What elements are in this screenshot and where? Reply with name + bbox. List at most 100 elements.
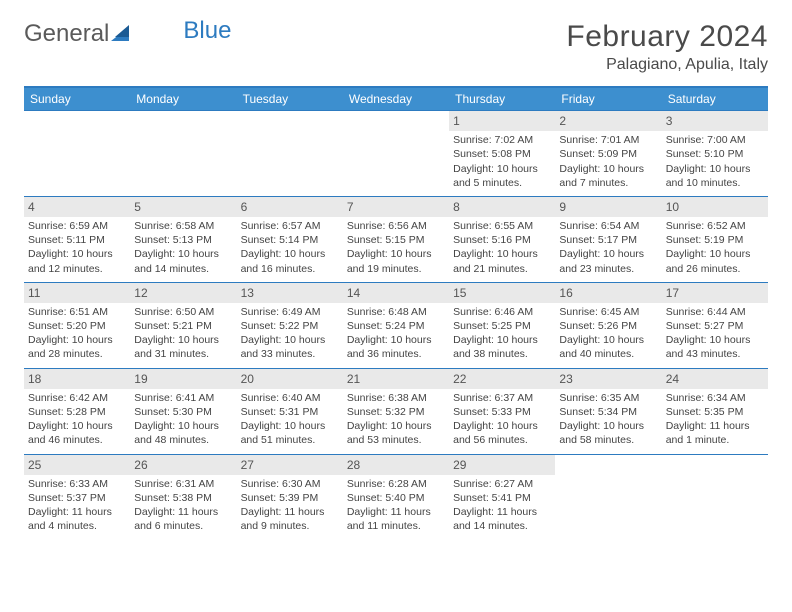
day-cell: 14Sunrise: 6:48 AMSunset: 5:24 PMDayligh… — [343, 283, 449, 368]
weekday-sunday: Sunday — [24, 88, 130, 110]
day-cell — [343, 111, 449, 196]
day-detail-line: Daylight: 10 hours and 43 minutes. — [666, 333, 764, 361]
day-detail-line: Sunset: 5:28 PM — [28, 405, 126, 419]
day-number — [237, 111, 343, 129]
day-number: 10 — [662, 197, 768, 217]
day-details: Sunrise: 6:56 AMSunset: 5:15 PMDaylight:… — [343, 217, 449, 282]
brand-part2: Blue — [183, 17, 231, 45]
day-detail-line: Daylight: 10 hours and 40 minutes. — [559, 333, 657, 361]
day-detail-line: Sunset: 5:34 PM — [559, 405, 657, 419]
day-detail-line: Daylight: 10 hours and 58 minutes. — [559, 419, 657, 447]
day-detail-line: Daylight: 10 hours and 36 minutes. — [347, 333, 445, 361]
day-number: 5 — [130, 197, 236, 217]
day-number: 9 — [555, 197, 661, 217]
day-detail-line: Sunrise: 6:52 AM — [666, 219, 764, 233]
day-detail-line: Daylight: 10 hours and 46 minutes. — [28, 419, 126, 447]
day-number: 15 — [449, 283, 555, 303]
day-detail-line: Sunrise: 6:37 AM — [453, 391, 551, 405]
day-details: Sunrise: 6:41 AMSunset: 5:30 PMDaylight:… — [130, 389, 236, 454]
day-number: 19 — [130, 369, 236, 389]
day-detail-line: Daylight: 10 hours and 10 minutes. — [666, 162, 764, 190]
week-row: 18Sunrise: 6:42 AMSunset: 5:28 PMDayligh… — [24, 368, 768, 454]
day-detail-line: Sunset: 5:09 PM — [559, 147, 657, 161]
day-cell — [662, 455, 768, 540]
day-cell: 21Sunrise: 6:38 AMSunset: 5:32 PMDayligh… — [343, 369, 449, 454]
day-detail-line: Daylight: 10 hours and 51 minutes. — [241, 419, 339, 447]
day-cell: 3Sunrise: 7:00 AMSunset: 5:10 PMDaylight… — [662, 111, 768, 196]
day-number: 16 — [555, 283, 661, 303]
calendar: SundayMondayTuesdayWednesdayThursdayFrid… — [24, 86, 768, 539]
week-row: 4Sunrise: 6:59 AMSunset: 5:11 PMDaylight… — [24, 196, 768, 282]
day-number — [662, 455, 768, 473]
day-details — [237, 129, 343, 137]
day-cell: 10Sunrise: 6:52 AMSunset: 5:19 PMDayligh… — [662, 197, 768, 282]
day-detail-line: Sunrise: 6:50 AM — [134, 305, 232, 319]
day-detail-line: Daylight: 11 hours and 14 minutes. — [453, 505, 551, 533]
day-detail-line: Sunset: 5:10 PM — [666, 147, 764, 161]
day-number: 2 — [555, 111, 661, 131]
day-number: 4 — [24, 197, 130, 217]
day-detail-line: Sunset: 5:20 PM — [28, 319, 126, 333]
week-row: 1Sunrise: 7:02 AMSunset: 5:08 PMDaylight… — [24, 110, 768, 196]
day-cell: 16 Sunrise: 6:45 AMSunset: 5:26 PMDayligh… — [555, 283, 661, 368]
day-cell: 11Sunrise: 6:51 AMSunset: 5:20 PMDayligh… — [24, 283, 130, 368]
day-cell: 27Sunrise: 6:30 AMSunset: 5:39 PMDayligh… — [237, 455, 343, 540]
day-details — [662, 473, 768, 481]
day-detail-line: Daylight: 10 hours and 56 minutes. — [453, 419, 551, 447]
day-details: Sunrise: 7:00 AMSunset: 5:10 PMDaylight:… — [662, 131, 768, 196]
day-detail-line: Sunrise: 6:31 AM — [134, 477, 232, 491]
weekday-wednesday: Wednesday — [343, 88, 449, 110]
day-detail-line: Sunrise: 6:34 AM — [666, 391, 764, 405]
day-detail-line: Sunset: 5:16 PM — [453, 233, 551, 247]
day-number: 8 — [449, 197, 555, 217]
day-cell: 4Sunrise: 6:59 AMSunset: 5:11 PMDaylight… — [24, 197, 130, 282]
day-number: 1 — [449, 111, 555, 131]
weekday-monday: Monday — [130, 88, 236, 110]
day-detail-line: Sunset: 5:17 PM — [559, 233, 657, 247]
day-detail-line: Sunset: 5:26 PM — [559, 319, 657, 333]
day-details: Sunrise: 6:57 AMSunset: 5:14 PMDaylight:… — [237, 217, 343, 282]
weekday-header-row: SundayMondayTuesdayWednesdayThursdayFrid… — [24, 88, 768, 110]
day-detail-line: Sunrise: 6:59 AM — [28, 219, 126, 233]
day-details: Sunrise: 6:31 AMSunset: 5:38 PMDaylight:… — [130, 475, 236, 540]
day-cell: 6Sunrise: 6:57 AMSunset: 5:14 PMDaylight… — [237, 197, 343, 282]
day-details: Sunrise: 6:48 AMSunset: 5:24 PMDaylight:… — [343, 303, 449, 368]
day-details: Sunrise: 6:37 AMSunset: 5:33 PMDaylight:… — [449, 389, 555, 454]
day-detail-line: Sunrise: 6:45 AM — [559, 305, 657, 319]
day-cell: 22Sunrise: 6:37 AMSunset: 5:33 PMDayligh… — [449, 369, 555, 454]
day-detail-line: Sunset: 5:33 PM — [453, 405, 551, 419]
day-details — [130, 129, 236, 137]
day-cell: 8Sunrise: 6:55 AMSunset: 5:16 PMDaylight… — [449, 197, 555, 282]
day-cell: 12Sunrise: 6:50 AMSunset: 5:21 PMDayligh… — [130, 283, 236, 368]
day-details: Sunrise: 6:35 AMSunset: 5:34 PMDaylight:… — [555, 389, 661, 454]
day-number: 6 — [237, 197, 343, 217]
day-detail-line: Sunrise: 6:49 AM — [241, 305, 339, 319]
day-number — [24, 111, 130, 129]
day-detail-line: Sunrise: 6:58 AM — [134, 219, 232, 233]
header: General Blue February 2024 Palagiano, Ap… — [24, 20, 768, 74]
day-cell: 18Sunrise: 6:42 AMSunset: 5:28 PMDayligh… — [24, 369, 130, 454]
day-cell: 26Sunrise: 6:31 AMSunset: 5:38 PMDayligh… — [130, 455, 236, 540]
day-detail-line: Sunrise: 6:55 AM — [453, 219, 551, 233]
day-details: Sunrise: 6:28 AMSunset: 5:40 PMDaylight:… — [343, 475, 449, 540]
weekday-saturday: Saturday — [662, 88, 768, 110]
week-row: 25Sunrise: 6:33 AMSunset: 5:37 PMDayligh… — [24, 454, 768, 540]
day-cell: 25Sunrise: 6:33 AMSunset: 5:37 PMDayligh… — [24, 455, 130, 540]
day-detail-line: Sunrise: 6:56 AM — [347, 219, 445, 233]
day-cell — [24, 111, 130, 196]
day-details: Sunrise: 6:33 AMSunset: 5:37 PMDaylight:… — [24, 475, 130, 540]
day-detail-line: Sunrise: 6:35 AM — [559, 391, 657, 405]
day-details: Sunrise: 6:51 AMSunset: 5:20 PMDaylight:… — [24, 303, 130, 368]
title-block: February 2024 Palagiano, Apulia, Italy — [566, 20, 768, 74]
day-detail-line: Sunrise: 6:41 AM — [134, 391, 232, 405]
weekday-friday: Friday — [555, 88, 661, 110]
day-detail-line: Daylight: 10 hours and 5 minutes. — [453, 162, 551, 190]
day-detail-line: Sunset: 5:27 PM — [666, 319, 764, 333]
day-detail-line: Sunrise: 6:48 AM — [347, 305, 445, 319]
day-detail-line: Daylight: 11 hours and 9 minutes. — [241, 505, 339, 533]
day-number: 12 — [130, 283, 236, 303]
day-number: 21 — [343, 369, 449, 389]
day-number: 27 — [237, 455, 343, 475]
day-cell: 1Sunrise: 7:02 AMSunset: 5:08 PMDaylight… — [449, 111, 555, 196]
day-detail-line: Sunrise: 6:42 AM — [28, 391, 126, 405]
